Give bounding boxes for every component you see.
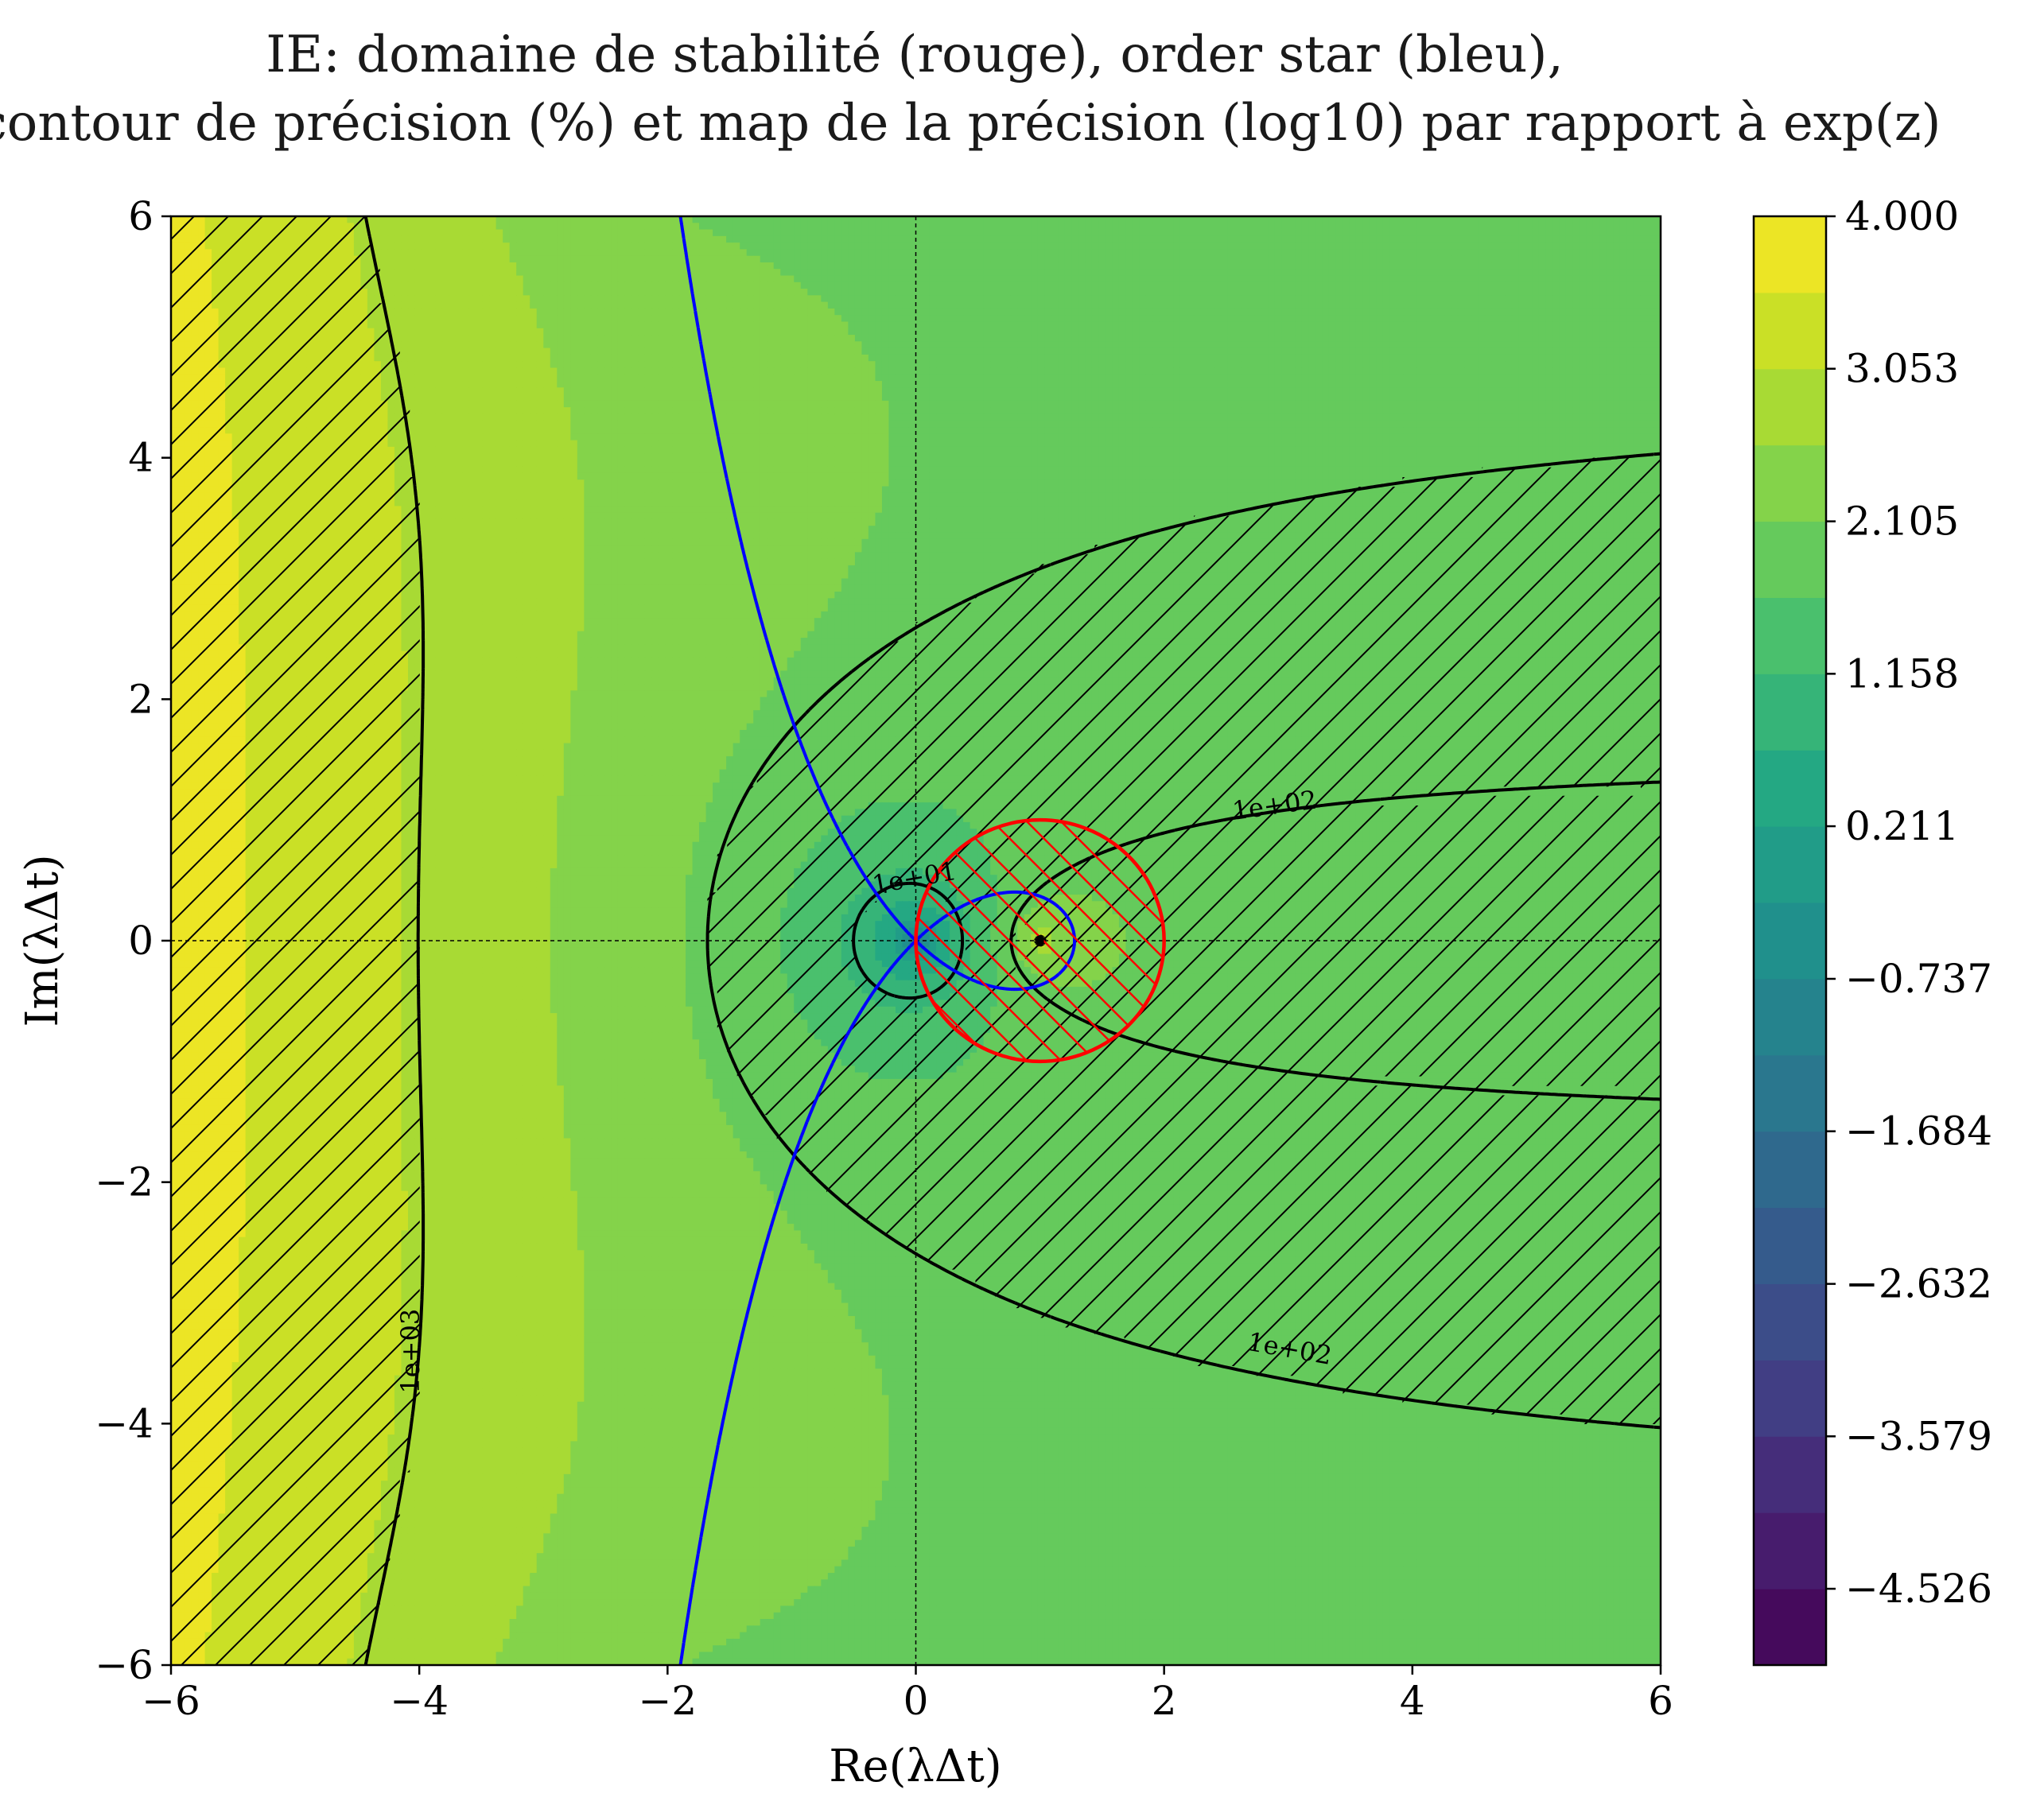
colorbar-band [1754, 750, 1826, 826]
colorbar-band [1754, 674, 1826, 750]
colorbar-band [1754, 216, 1826, 293]
colorbar-tick-label: 0.211 [1845, 803, 1959, 849]
y-tick-label: −4 [95, 1400, 153, 1446]
colorbar-band [1754, 1132, 1826, 1208]
y-tick-label: 2 [128, 676, 153, 722]
x-tick-label: 0 [903, 1678, 929, 1724]
y-axis-label: Im(λΔt) [17, 854, 68, 1027]
colorbar-band [1754, 1208, 1826, 1284]
colorbar-tick-label: −4.526 [1845, 1566, 1992, 1612]
x-axis-ticks: −6 −4 −2 0 2 4 6 [142, 1665, 1673, 1724]
y-tick-label: 4 [128, 435, 153, 481]
chart-title-line-1: IE: domaine de stabilité (rouge), order … [266, 25, 1564, 84]
x-tick-label: 6 [1648, 1678, 1673, 1724]
y-tick-label: −6 [95, 1642, 153, 1688]
colorbar-band [1754, 369, 1826, 445]
colorbar-band [1754, 903, 1826, 979]
colorbar-band [1754, 293, 1826, 369]
colorbar-tick-label: 3.053 [1845, 346, 1959, 392]
x-tick-label: 4 [1400, 1678, 1425, 1724]
y-tick-label: −2 [95, 1159, 153, 1205]
colorbar-band [1754, 597, 1826, 674]
colorbar-tick-label: −1.684 [1845, 1108, 1992, 1155]
colorbar-bands [1754, 216, 1826, 1666]
pole-marker [1036, 935, 1044, 946]
colorbar-tick-label: −2.632 [1845, 1261, 1992, 1307]
colorbar-band [1754, 1589, 1826, 1665]
x-tick-label: −2 [638, 1678, 697, 1724]
contour-label: 1e+03 [395, 1309, 426, 1394]
chart-title-line-2: iso-contour de précision (%) et map de l… [0, 94, 1941, 153]
colorbar-tick-label: 4.000 [1845, 193, 1959, 239]
colorbar-band [1754, 1055, 1826, 1132]
colorbar-band [1754, 1284, 1826, 1361]
y-tick-label: 6 [128, 193, 153, 239]
colorbar-band [1754, 445, 1826, 522]
colorbar-band [1754, 522, 1826, 598]
x-tick-label: 2 [1152, 1678, 1177, 1724]
colorbar-band [1754, 826, 1826, 903]
x-axis-label: Re(λΔt) [829, 1741, 1001, 1792]
colorbar-tick-label: 1.158 [1845, 650, 1959, 697]
colorbar: 4.000 3.053 2.105 1.158 0.211 −0.737 −1.684 −2.… [1754, 193, 1992, 1666]
y-tick-label: 0 [128, 918, 153, 964]
colorbar-band [1754, 979, 1826, 1055]
colorbar-tick-label: −0.737 [1845, 956, 1992, 1002]
colorbar-band [1754, 1360, 1826, 1436]
colorbar-tick-label: 2.105 [1845, 499, 1959, 545]
x-tick-label: −4 [390, 1678, 449, 1724]
colorbar-band [1754, 1436, 1826, 1512]
y-axis-ticks: −6 −4 −2 0 2 4 6 [95, 193, 171, 1688]
colorbar-ticks: 4.000 3.053 2.105 1.158 0.211 −0.737 −1.684 −2.… [1826, 193, 1992, 1612]
colorbar-tick-label: −3.579 [1845, 1413, 1992, 1459]
colorbar-band [1754, 1512, 1826, 1589]
